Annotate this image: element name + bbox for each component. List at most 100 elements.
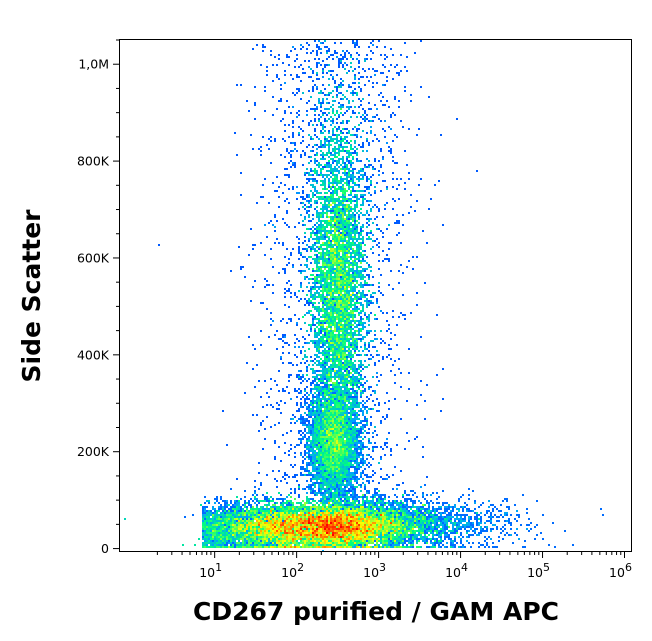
density-cell: [334, 182, 336, 184]
density-cell: [314, 280, 316, 282]
density-cell: [378, 242, 380, 244]
density-cell: [284, 200, 286, 202]
density-cell: [346, 310, 348, 312]
density-cell: [312, 184, 314, 186]
density-cell: [366, 406, 368, 408]
density-cell: [380, 338, 382, 340]
density-cell: [318, 164, 320, 166]
density-cell: [372, 206, 374, 208]
density-cell: [356, 454, 358, 456]
density-cell: [292, 414, 294, 416]
density-cell: [362, 454, 364, 456]
density-cell: [336, 240, 338, 242]
density-cell: [354, 332, 356, 334]
density-cell: [354, 438, 356, 440]
density-cell: [410, 94, 412, 96]
density-cell: [334, 228, 336, 230]
density-cell: [350, 314, 352, 316]
density-cell: [370, 194, 372, 196]
density-cell: [356, 246, 358, 248]
density-cell: [300, 196, 302, 198]
density-cell: [360, 360, 362, 362]
density-cell: [368, 276, 370, 278]
density-cell: [330, 346, 332, 348]
density-cell: [320, 362, 322, 364]
density-cell: [274, 334, 276, 336]
density-cell: [324, 408, 326, 410]
density-cell: [312, 238, 314, 240]
density-cell: [302, 140, 304, 142]
density-cell: [428, 96, 430, 98]
density-cell: [360, 340, 362, 342]
density-cell: [260, 302, 262, 304]
density-cell: [334, 372, 336, 374]
density-cell: [324, 268, 326, 270]
density-cell: [346, 158, 348, 160]
density-cell: [330, 152, 332, 154]
density-cell: [344, 460, 346, 462]
density-cell: [268, 138, 270, 140]
density-cell: [352, 320, 354, 322]
density-cell: [358, 66, 360, 68]
density-cell: [340, 180, 342, 182]
density-cell: [342, 458, 344, 460]
density-cell: [296, 444, 298, 446]
density-cell: [370, 58, 372, 60]
density-cell: [324, 436, 326, 438]
density-cell: [326, 244, 328, 246]
density-cell: [300, 80, 302, 82]
density-cell: [336, 156, 338, 158]
density-cell: [326, 426, 328, 428]
density-cell: [270, 404, 272, 406]
density-cell: [306, 178, 308, 180]
density-cell: [336, 456, 338, 458]
density-cell: [386, 100, 388, 102]
density-cell: [392, 364, 394, 366]
density-cell: [346, 322, 348, 324]
density-cell: [372, 86, 374, 88]
density-cell: [342, 306, 344, 308]
density-cell: [332, 342, 334, 344]
density-cell: [356, 448, 358, 450]
density-cell: [404, 90, 406, 92]
density-cell: [358, 284, 360, 286]
density-cell: [314, 250, 316, 252]
density-cell: [374, 192, 376, 194]
density-cell: [398, 220, 400, 222]
density-cell: [310, 426, 312, 428]
density-cell: [346, 440, 348, 442]
density-cell: [300, 252, 302, 254]
density-cell: [340, 370, 342, 372]
density-cell: [328, 444, 330, 446]
density-cell: [304, 350, 306, 352]
density-cell: [306, 172, 308, 174]
density-cell: [336, 286, 338, 288]
density-cell: [336, 324, 338, 326]
density-cell: [326, 144, 328, 146]
density-cell: [386, 320, 388, 322]
density-cell: [362, 310, 364, 312]
density-cell: [332, 158, 334, 160]
density-cell: [294, 354, 296, 356]
density-cell: [336, 398, 338, 400]
density-cell: [352, 236, 354, 238]
density-cell: [296, 198, 298, 200]
density-cell: [312, 248, 314, 250]
density-cell: [358, 464, 360, 466]
density-cell: [328, 108, 330, 110]
density-cell: [358, 430, 360, 432]
density-cell: [314, 200, 316, 202]
density-cell: [350, 368, 352, 370]
density-cell: [322, 188, 324, 190]
density-cell: [346, 374, 348, 376]
density-cell: [318, 414, 320, 416]
density-cell: [312, 186, 314, 188]
density-cell: [324, 400, 326, 402]
density-cell: [278, 196, 280, 198]
density-cell: [352, 354, 354, 356]
density-cell: [354, 296, 356, 298]
density-cell: [338, 266, 340, 268]
density-cell: [310, 424, 312, 426]
density-cell: [308, 76, 310, 78]
density-cell: [320, 168, 322, 170]
